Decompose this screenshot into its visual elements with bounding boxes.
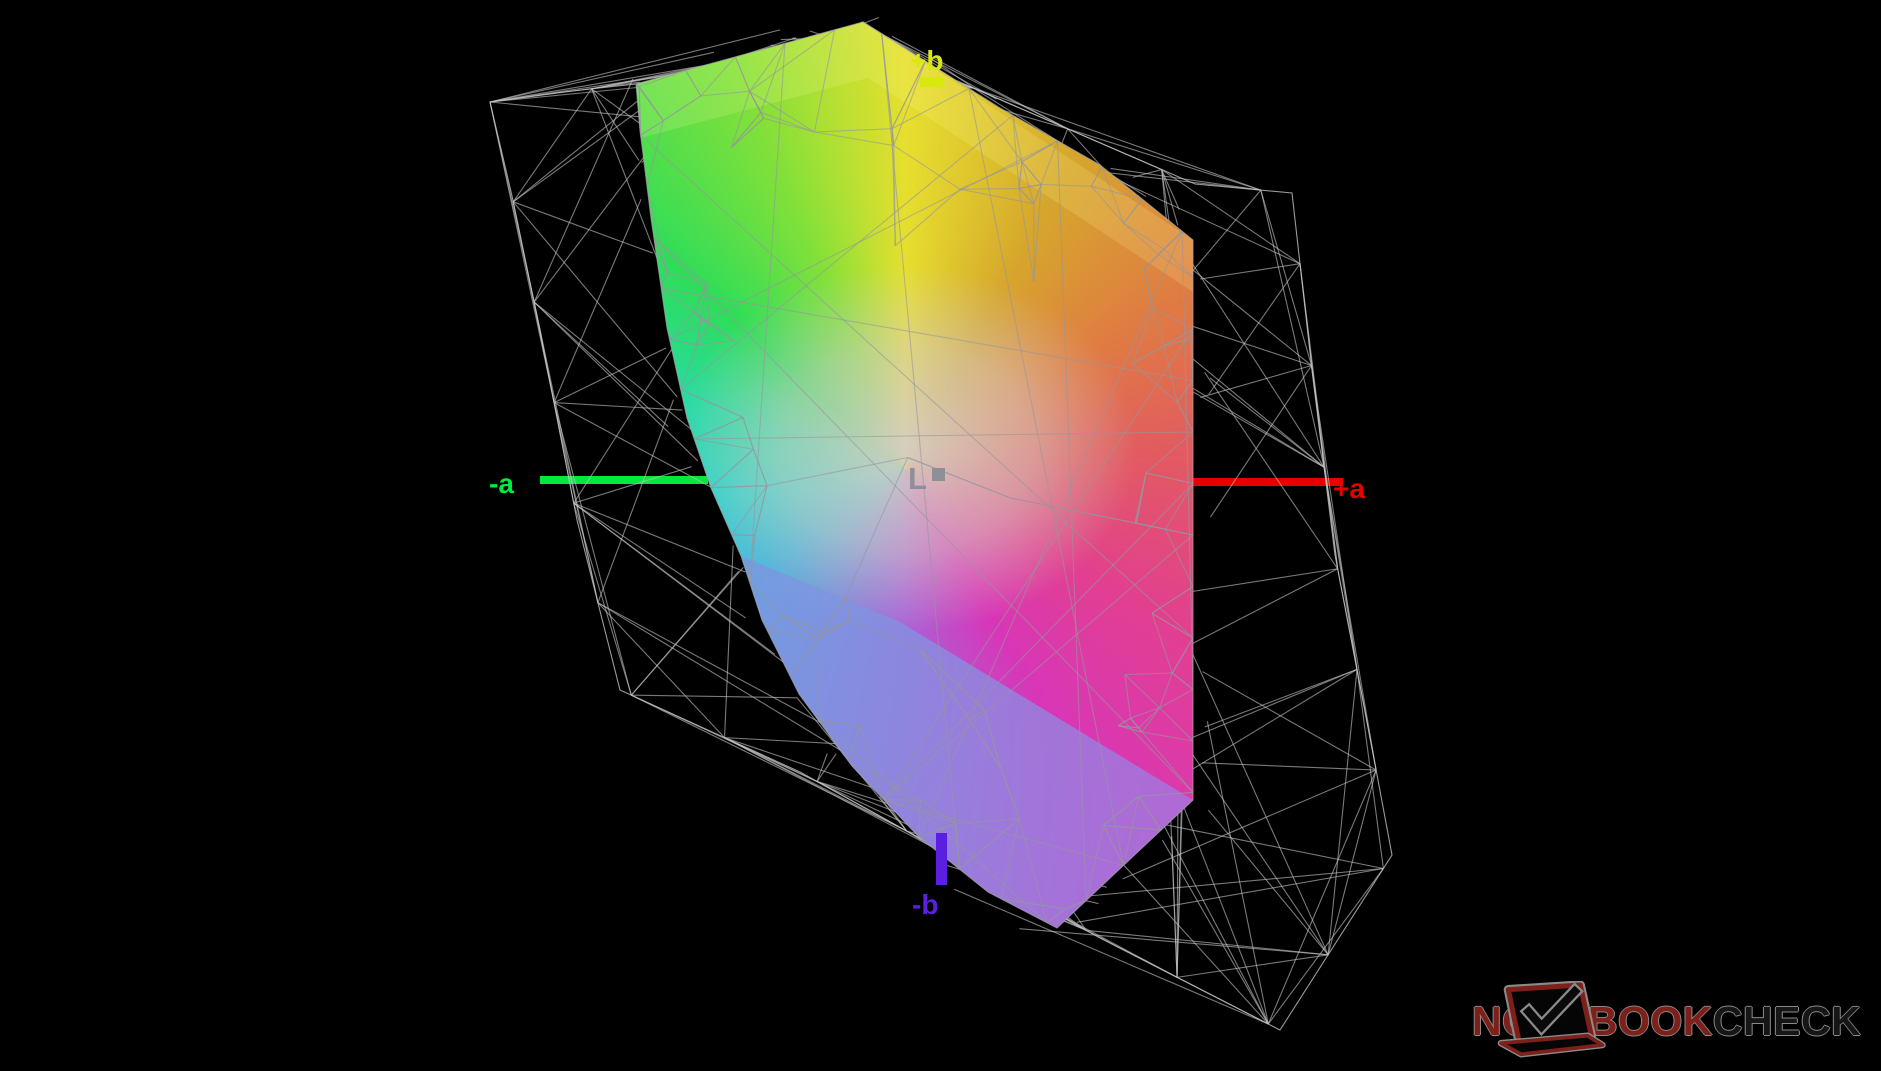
axis-bar-pos-a — [1193, 478, 1343, 486]
axis-bar-pos-b — [920, 77, 944, 87]
axis-label-pos-a: +a — [1333, 473, 1365, 504]
axis-label-pos-b: +b — [910, 45, 944, 76]
notebookcheck-laptop-icon — [1497, 981, 1606, 1058]
logo-text-check: CHECK — [1712, 998, 1862, 1044]
axis-bar-neg-b — [936, 833, 947, 885]
axis-label-neg-b: -b — [912, 889, 939, 920]
notebookcheck-logo: NOTEBOOK CHECK — [1472, 981, 1862, 1060]
axis-bar-neg-a — [540, 476, 708, 484]
axis-label-neg-a: -a — [489, 468, 514, 499]
axis-label-lightness: L — [908, 461, 927, 496]
lightness-axis-marker — [932, 468, 945, 481]
